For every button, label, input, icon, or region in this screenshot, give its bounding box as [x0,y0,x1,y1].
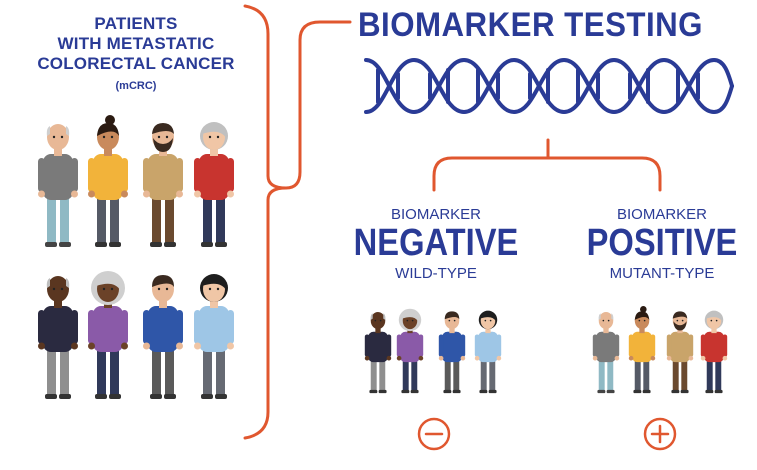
negative-figure-2 [396,308,424,394]
positive-figure-2 [628,306,656,394]
patient-figure-row1-3 [143,123,183,247]
patients-bracket [243,4,287,440]
patient-figure-row2-3 [143,275,183,399]
patient-figure-row2-4 [194,274,234,399]
positive-label: POSITIVE [586,222,738,264]
split-connector [432,138,662,192]
positive-figure-1 [592,312,620,394]
plus-icon [643,417,677,451]
negative-pre-label: BIOMARKER [390,206,481,223]
patient-figure-row2-2 [88,271,128,399]
positive-figure-4 [700,310,728,394]
patients-heading-line-1: PATIENTS [94,14,178,33]
positive-label-block: BIOMARKER POSITIVE MUTANT-TYPE [556,206,757,282]
negative-label-block: BIOMARKER NEGATIVE WILD-TYPE [330,206,542,282]
patients-heading: PATIENTS WITH METASTATIC COLORECTAL CANC… [20,14,252,74]
positive-pre-label: BIOMARKER [616,206,707,223]
positive-type-label: MUTANT-TYPE [609,265,715,282]
minus-icon [417,417,451,451]
negative-label: NEGATIVE [353,222,519,264]
negative-figure-1 [364,312,392,394]
patients-heading-line-3: COLORECTAL CANCER [37,54,235,73]
bracket-connector [284,20,352,190]
patient-figure-row2-1 [38,276,78,399]
dna-helix-icon [364,57,734,115]
patient-figure-row1-1 [38,124,78,247]
patient-figure-row1-4 [194,122,234,247]
mcrc-subtitle: (mCRC) [115,80,157,92]
negative-type-label: WILD-TYPE [395,265,477,282]
patient-figure-row1-2 [88,115,128,247]
negative-figure-3 [438,311,466,394]
biomarker-testing-title: BIOMARKER TESTING [358,6,703,44]
negative-figure-4 [474,310,502,394]
patients-heading-line-2: WITH METASTATIC [57,34,215,53]
positive-figure-3 [666,311,694,394]
